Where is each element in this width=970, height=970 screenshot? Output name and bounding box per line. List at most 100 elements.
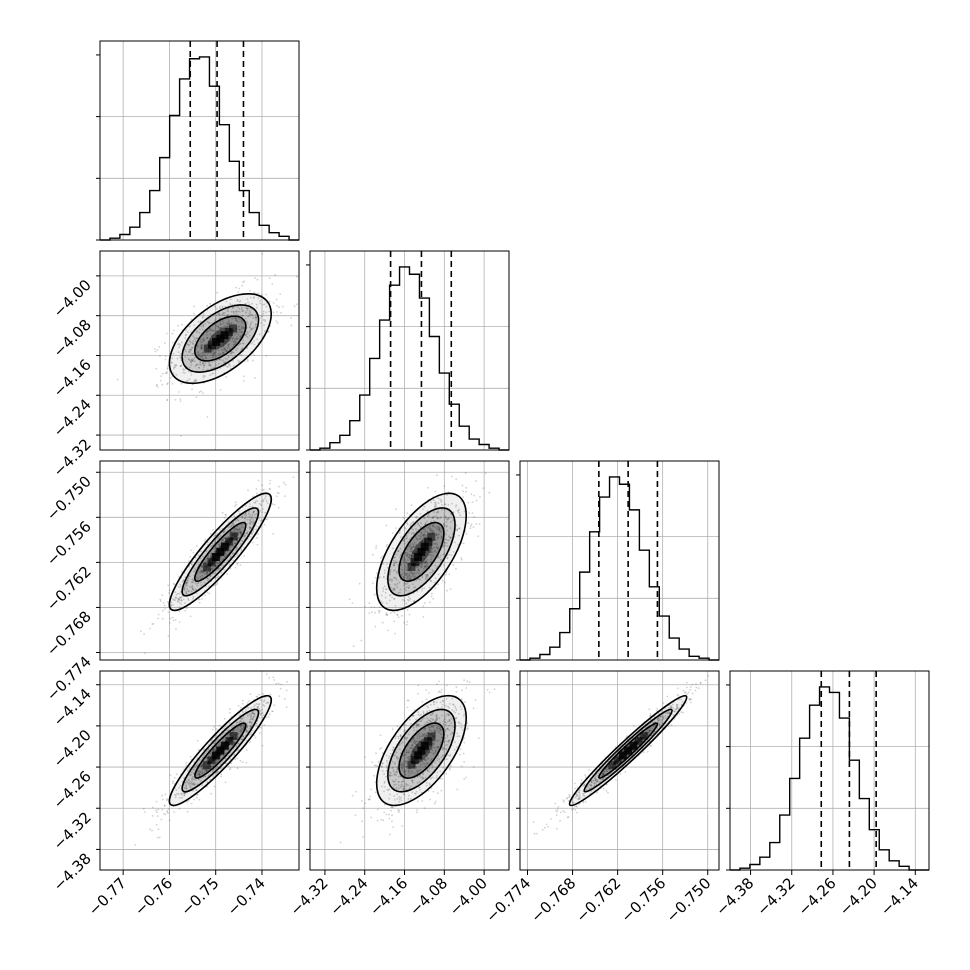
scatter-point [197, 749, 200, 751]
density-core-block [229, 532, 238, 541]
scatter-point [200, 325, 203, 328]
scatter-point [430, 595, 433, 598]
scatter-point [389, 793, 391, 796]
scatter-point [218, 313, 220, 316]
scatter-point [236, 726, 239, 729]
scatter-point [178, 592, 181, 595]
scatter-point [166, 798, 169, 800]
scatter-point [401, 741, 404, 744]
scatter-point [186, 801, 188, 803]
scatter-point [138, 663, 140, 665]
scatter-point [401, 614, 403, 617]
scatter-point [417, 711, 420, 713]
scatter-point [395, 560, 397, 563]
scatter-point [416, 737, 419, 739]
scatter-point [662, 716, 665, 719]
scatter-point [403, 763, 405, 765]
scatter-point [212, 543, 214, 546]
scatter-point [398, 809, 401, 812]
scatter-point [252, 495, 255, 498]
scatter-point [191, 581, 194, 584]
scatter-point [472, 707, 475, 710]
scatter-point [245, 307, 248, 310]
scatter-point [246, 530, 249, 533]
scatter-point [184, 602, 186, 604]
scatter-point [395, 584, 397, 587]
scatter-point [241, 320, 243, 322]
scatter-point [427, 757, 430, 760]
scatter-point [216, 562, 219, 564]
scatter-point [232, 521, 235, 524]
scatter-point [187, 577, 190, 580]
scatter-point [440, 691, 442, 694]
scatter-point [686, 693, 688, 696]
scatter-point [251, 712, 253, 715]
scatter-point [186, 354, 189, 356]
scatter-point [399, 591, 401, 594]
scatter-point [223, 517, 226, 519]
scatter-point [218, 560, 221, 563]
scatter-point [199, 571, 202, 574]
scatter-point [384, 591, 387, 594]
scatter-point [239, 725, 242, 727]
scatter-point [224, 361, 227, 363]
scatter-point [410, 771, 413, 774]
scatter-point [424, 765, 427, 768]
scatter-point [405, 602, 408, 605]
scatter-point [408, 578, 411, 581]
scatter-point [436, 727, 438, 729]
scatter-point [228, 711, 231, 714]
scatter-point [284, 483, 287, 486]
scatter-point [197, 554, 200, 557]
scatter-point [213, 353, 216, 356]
scatter-point [403, 588, 406, 590]
scatter-point [236, 300, 239, 302]
scatter-point [212, 372, 215, 375]
scatter-point [258, 502, 261, 505]
scatter-point [142, 807, 145, 810]
scatter-point [206, 337, 208, 340]
scatter-point [376, 765, 379, 768]
scatter-point [393, 588, 395, 591]
scatter-point [263, 330, 266, 332]
scatter-point [205, 343, 208, 345]
scatter-point [182, 353, 185, 356]
scatter-point [200, 765, 203, 768]
scatter-point [234, 333, 237, 336]
histogram-step [310, 266, 509, 451]
scatter-point [191, 353, 194, 355]
scatter-point [243, 517, 246, 519]
scatter-point [388, 833, 391, 836]
scatter-point [397, 757, 400, 759]
panel-content [100, 461, 299, 665]
scatter-point [246, 726, 249, 729]
scatter-point [175, 597, 178, 599]
scatter-point [199, 339, 202, 341]
scatter-point [188, 778, 190, 781]
scatter-point [406, 582, 409, 585]
scatter-point [212, 764, 215, 766]
scatter-point [162, 602, 165, 604]
scatter-point [235, 286, 237, 289]
scatter-point [254, 326, 257, 328]
scatter-point [249, 514, 252, 516]
scatter-point [237, 742, 240, 745]
scatter-point [183, 586, 186, 589]
scatter-point [214, 749, 216, 752]
scatter-point [203, 339, 205, 342]
scatter-point [244, 710, 247, 713]
scatter-point [405, 738, 408, 741]
scatter-point [425, 560, 427, 563]
scatter-point [260, 519, 263, 522]
scatter-point [436, 718, 438, 721]
scatter-point [375, 752, 377, 755]
scatter-point [488, 691, 491, 694]
scatter-point [230, 352, 233, 355]
scatter-point [233, 742, 236, 744]
scatter-point [437, 516, 439, 519]
scatter-point [262, 692, 264, 695]
scatter-point [448, 724, 450, 727]
scatter-point [178, 621, 181, 623]
scatter-point [436, 717, 439, 720]
scatter-point [201, 771, 204, 774]
